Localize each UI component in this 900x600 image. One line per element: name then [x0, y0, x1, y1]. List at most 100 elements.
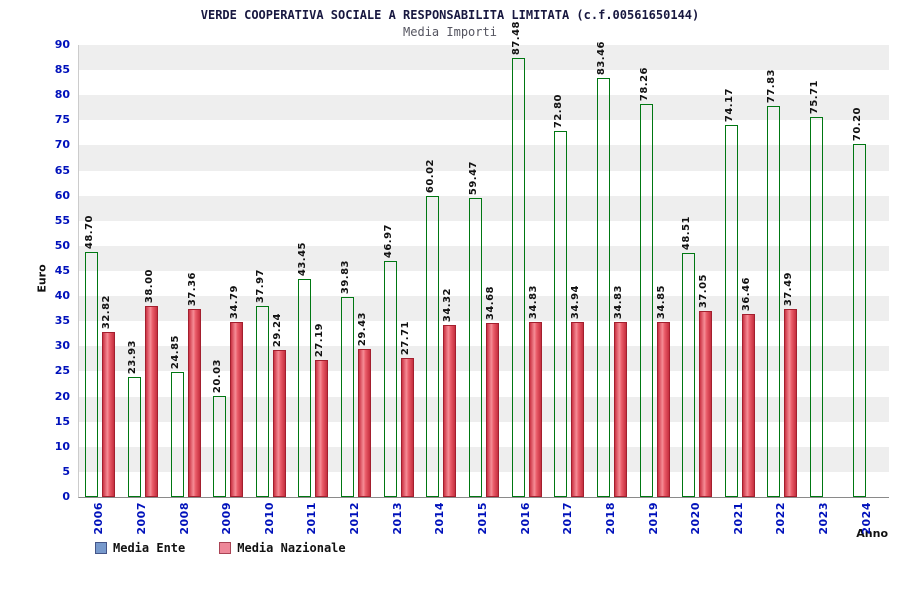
bar-media-nazionale [401, 358, 414, 497]
chart-title: VERDE COOPERATIVA SOCIALE A RESPONSABILI… [200, 8, 700, 22]
bar-media-nazionale [315, 360, 328, 497]
bar-media-ente [469, 198, 482, 497]
bar-value-label: 29.43 [357, 311, 368, 346]
y-tick-label: 55 [54, 213, 70, 227]
bar-media-nazionale [486, 323, 499, 497]
y-tick-label: 15 [54, 414, 70, 428]
x-tick-label: 2011 [305, 502, 319, 535]
y-tick-label: 80 [54, 88, 70, 102]
bar-value-label: 60.02 [425, 158, 436, 193]
bar-value-label: 34.68 [485, 285, 496, 320]
bar-value-label: 20.03 [212, 358, 223, 393]
y-tick-label: 60 [54, 188, 70, 202]
x-tick-label: 2007 [134, 502, 148, 535]
grid-band [79, 145, 889, 171]
bar-media-nazionale [145, 306, 158, 497]
bar-media-nazionale [529, 322, 542, 497]
bar-media-ente [298, 279, 311, 497]
chart-subtitle: Media Importi [403, 25, 497, 39]
x-tick-label: 2008 [177, 502, 191, 535]
bar-media-ente [853, 144, 866, 497]
bar-media-nazionale [571, 322, 584, 497]
bar-media-ente [682, 253, 695, 497]
y-tick-label: 20 [54, 389, 70, 403]
legend-item-media-ente[interactable]: Media Ente [95, 541, 185, 555]
legend-item-media-nazionale[interactable]: Media Nazionale [219, 541, 346, 555]
bar-value-label: 37.05 [698, 273, 709, 308]
bar-media-ente [725, 125, 738, 497]
bar-value-label: 34.83 [613, 284, 624, 319]
bar-value-label: 72.80 [553, 93, 564, 128]
grid-band [79, 220, 889, 246]
media-nazionale-swatch-icon [219, 542, 232, 554]
bar-value-label: 46.97 [383, 223, 394, 258]
x-tick-label: 2023 [817, 502, 831, 535]
bar-value-label: 34.79 [229, 284, 240, 319]
y-tick-label: 40 [54, 289, 70, 303]
bar-value-label: 24.85 [170, 334, 181, 369]
bar-media-nazionale [443, 325, 456, 497]
grid-band [79, 245, 889, 271]
grid-band [79, 70, 889, 96]
x-tick-label: 2012 [348, 502, 362, 535]
bar-value-label: 29.24 [272, 312, 283, 347]
bar-value-label: 78.26 [639, 66, 650, 101]
bar-media-ente [512, 58, 525, 497]
bar-media-nazionale [657, 322, 670, 497]
bar-media-ente [85, 252, 98, 497]
x-tick-label: 2006 [92, 502, 106, 535]
bar-value-label: 70.20 [852, 106, 863, 141]
bar-value-label: 83.46 [596, 40, 607, 75]
x-tick-label: 2024 [859, 502, 873, 535]
bar-media-nazionale [188, 309, 201, 497]
bar-value-label: 48.70 [84, 214, 95, 249]
y-tick-label: 65 [54, 163, 70, 177]
bar-media-ente [213, 396, 226, 497]
bar-value-label: 87.48 [511, 20, 522, 55]
bar-value-label: 27.71 [400, 320, 411, 355]
x-tick-label: 2018 [603, 502, 617, 535]
bar-media-ente [128, 377, 141, 497]
bar-value-label: 74.17 [724, 87, 735, 122]
x-tick-label: 2016 [518, 502, 532, 535]
bar-media-ente [341, 297, 354, 497]
bar-value-label: 37.36 [187, 271, 198, 306]
media-ente-swatch-icon [95, 542, 107, 554]
bar-media-nazionale [614, 322, 627, 497]
bar-media-nazionale [230, 322, 243, 497]
x-axis-label: Anno [856, 527, 888, 540]
x-tick-label: 2010 [262, 502, 276, 535]
bar-value-label: 48.51 [681, 215, 692, 250]
bar-media-nazionale [742, 314, 755, 497]
bar-media-ente [554, 131, 567, 497]
legend-label-media-ente: Media Ente [113, 541, 186, 555]
y-tick-label: 75 [54, 113, 70, 127]
bar-value-label: 39.83 [340, 259, 351, 294]
y-tick-label: 90 [54, 38, 70, 51]
grid-band [79, 271, 889, 297]
grid-band [79, 95, 889, 121]
bar-media-ente [426, 196, 439, 497]
y-tick-label: 30 [54, 339, 70, 353]
y-tick-label: 70 [54, 138, 70, 152]
bar-value-label: 37.97 [255, 268, 266, 303]
bar-media-ente [171, 372, 184, 497]
y-tick-label: 5 [62, 464, 70, 478]
x-tick-label: 2017 [561, 502, 575, 535]
grid-band [79, 120, 889, 146]
bar-value-label: 32.82 [101, 294, 112, 329]
bar-value-label: 75.71 [809, 79, 820, 114]
bar-value-label: 34.83 [528, 284, 539, 319]
x-tick-label: 2019 [646, 502, 660, 535]
bar-value-label: 27.19 [314, 322, 325, 357]
bar-media-ente [810, 117, 823, 497]
grid-band [79, 195, 889, 221]
bar-value-label: 37.49 [783, 271, 794, 306]
y-tick-label: 50 [54, 238, 70, 252]
bar-value-label: 36.46 [741, 276, 752, 311]
y-tick-label: 25 [54, 364, 70, 378]
y-tick-label: 0 [62, 490, 70, 503]
plot-area: 48.70 32.82 23.93 38.00 24.85 37.36 20.03 34.79… [78, 21, 889, 498]
grid-band [79, 45, 889, 71]
